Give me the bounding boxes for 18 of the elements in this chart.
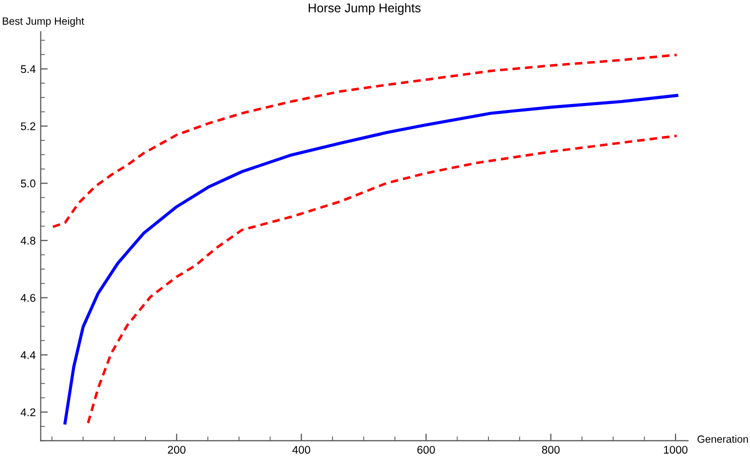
y-tick-label: 4.4 (20, 351, 36, 359)
chart-title: Horse Jump Heights (308, 3, 421, 15)
line-series (86, 134, 678, 424)
y-tick-label: 4.8 (20, 236, 36, 245)
y-tick-label: 4.6 (20, 294, 36, 302)
x-axis-title: Generation (698, 435, 748, 443)
x-tick-label: 800 (542, 446, 560, 454)
line-series (52, 54, 678, 228)
x-tick-label: 400 (292, 446, 310, 454)
x-tick-label: 1000 (664, 446, 688, 454)
y-tick-label: 5.4 (20, 65, 36, 74)
y-axis-title: Best Jump Height (2, 17, 84, 27)
y-tick-label: 5.2 (20, 122, 36, 130)
y-tick-label: 4.2 (20, 408, 36, 416)
y-tick-label: 5.0 (20, 180, 36, 188)
line-series (63, 94, 678, 424)
x-tick-label: 600 (417, 446, 435, 454)
x-tick-label: 200 (168, 446, 186, 454)
